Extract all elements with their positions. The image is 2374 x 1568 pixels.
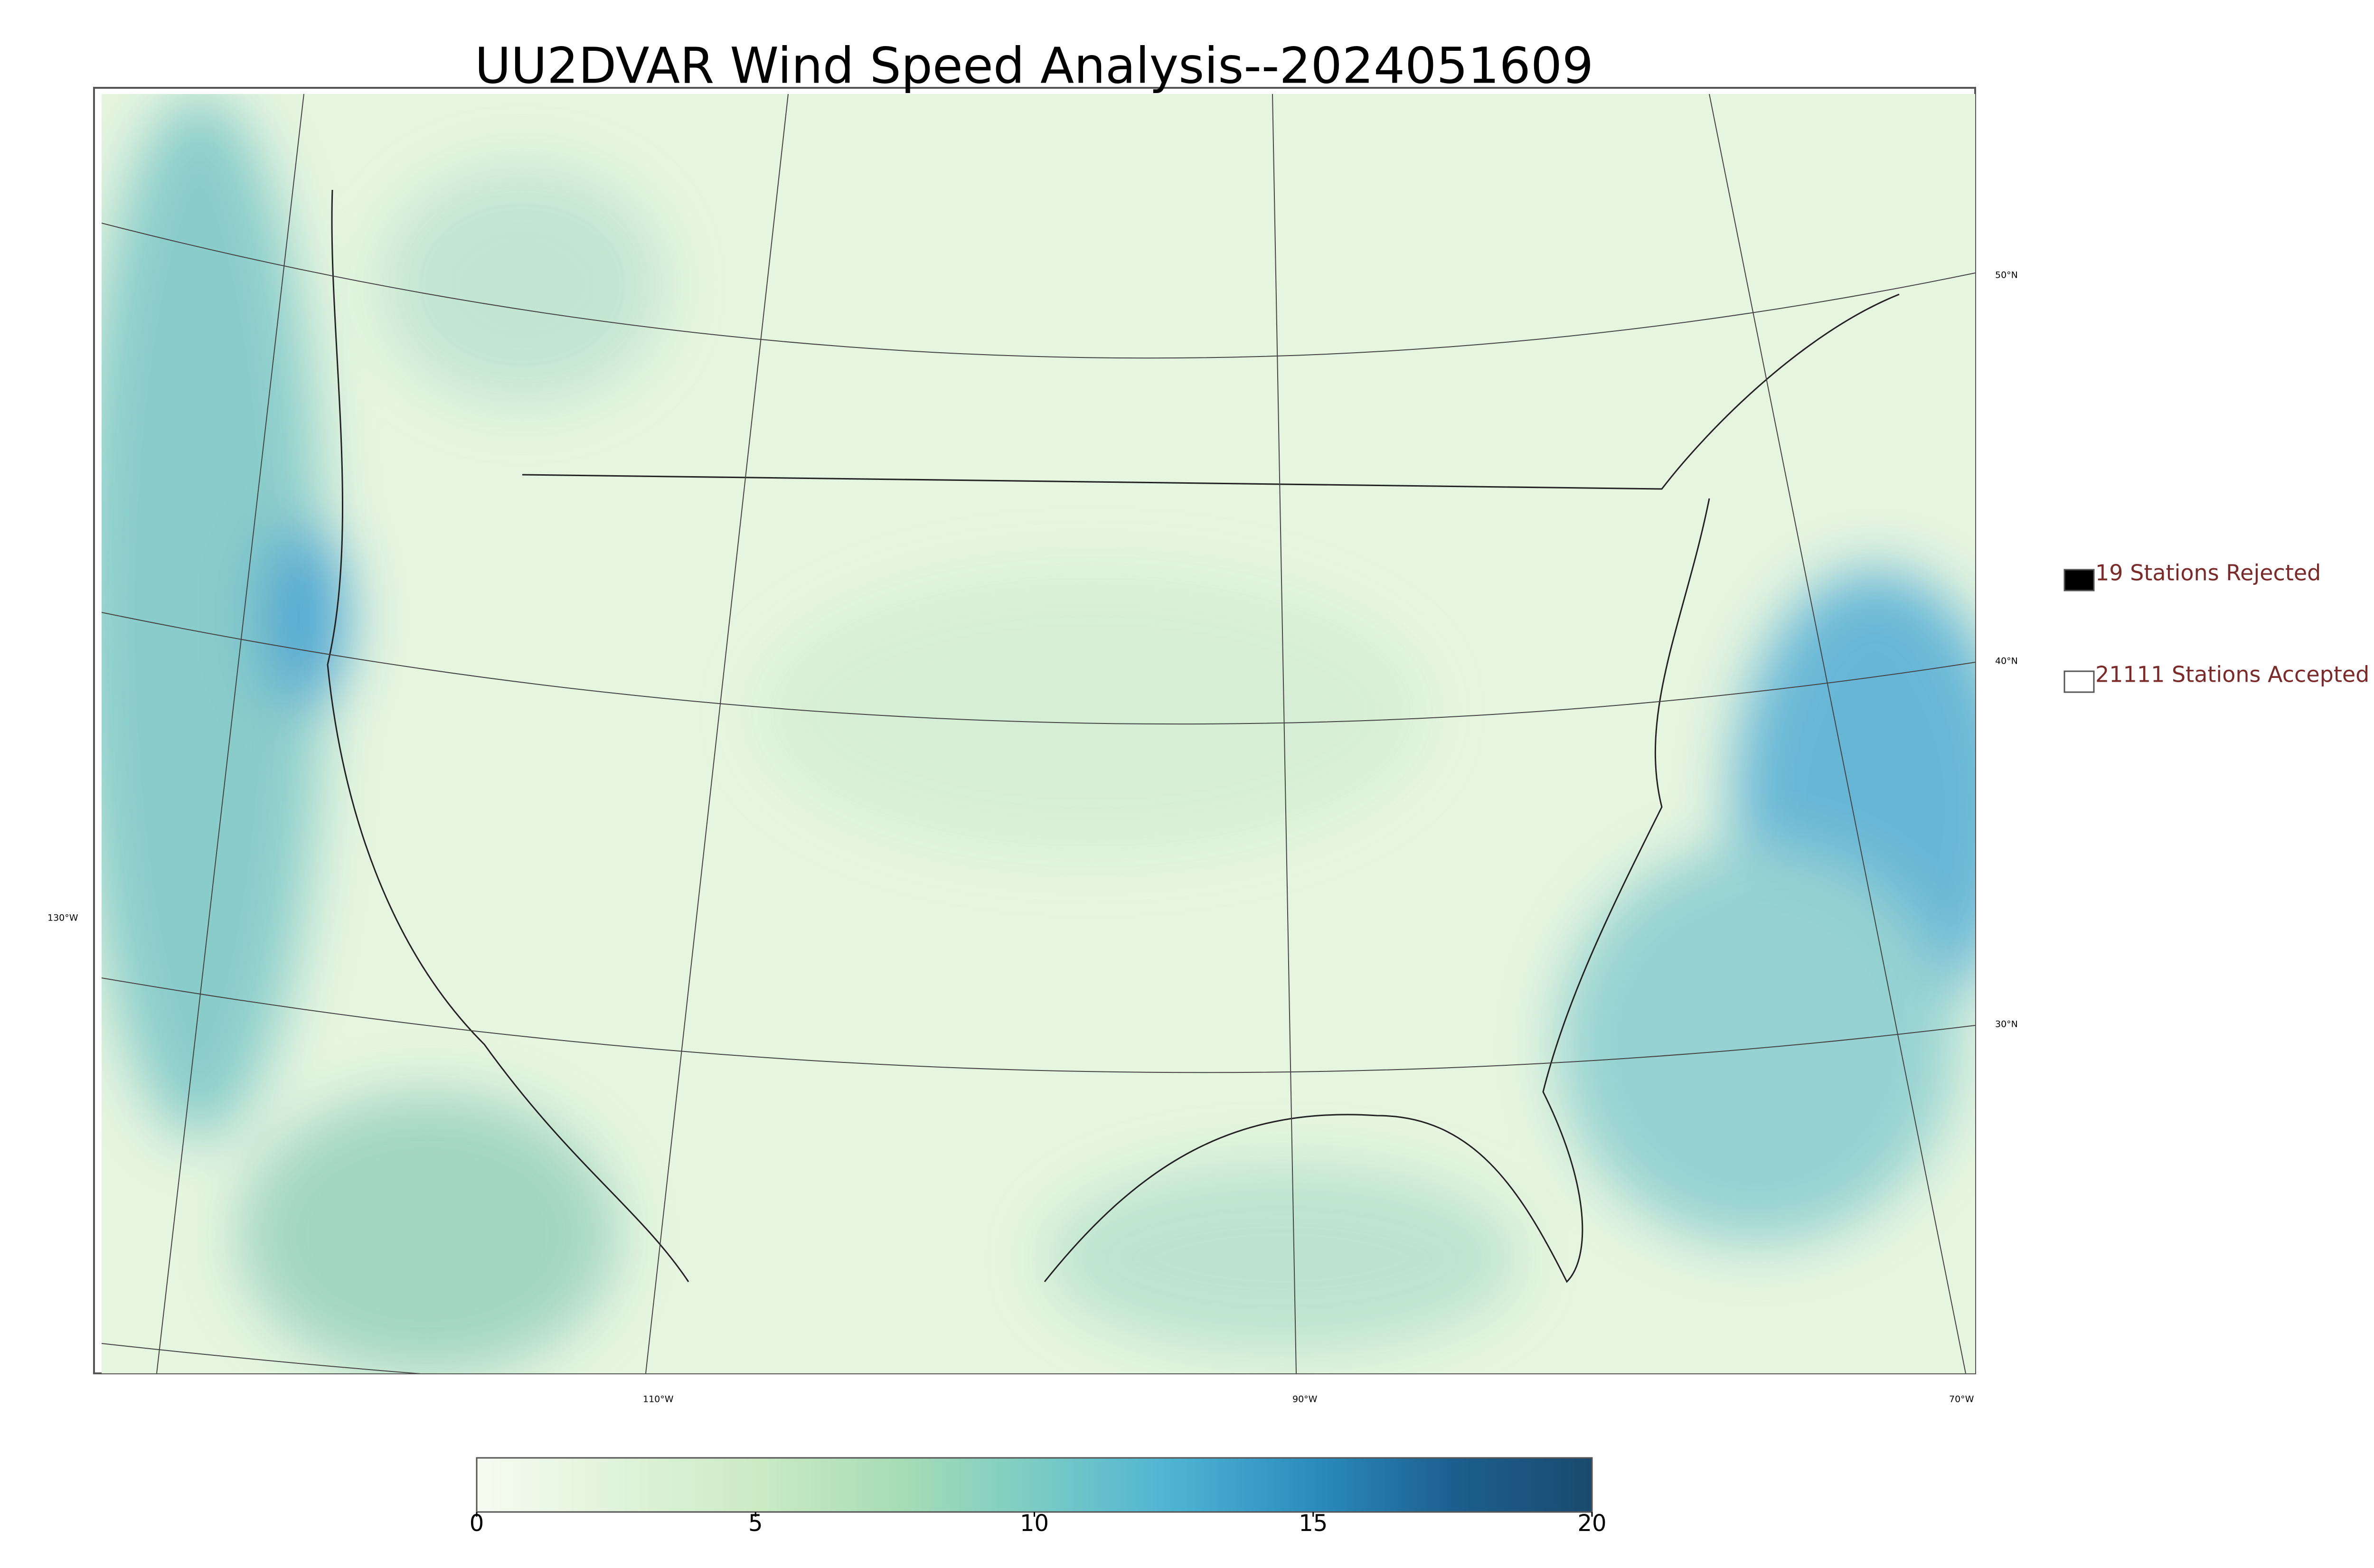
- colorbar-tick-label: 10: [1020, 1510, 1049, 1537]
- colorbar-tick-label: 0: [470, 1510, 484, 1537]
- map-title: UU2DVAR Wind Speed Analysis--2024051609: [475, 37, 1593, 94]
- colorbar: 0 5 10 15 20: [470, 1457, 1607, 1537]
- graticule-labels: 50°N 40°N 30°N 130°W 110°W 90°W 70°W: [47, 270, 2018, 1405]
- legend-label: 21111 Stations Accepted: [2095, 662, 2369, 687]
- legend-label: 19 Stations Rejected: [2095, 560, 2321, 586]
- longitude-label: 110°W: [643, 1394, 674, 1405]
- colorbar-tick-label: 15: [1299, 1510, 1328, 1537]
- map: [93, 87, 1976, 1374]
- legend-swatch: [2063, 569, 2095, 592]
- legend-swatch: [2063, 670, 2095, 693]
- latitude-label: 50°N: [1995, 270, 2018, 281]
- colorbar-tick-label: 20: [1577, 1510, 1606, 1537]
- colorbar-fill: [476, 1457, 1593, 1513]
- legend: 19 Stations Rejected 21111 Stations Accep…: [2063, 560, 2369, 693]
- longitude-label: 90°W: [1292, 1394, 1318, 1405]
- longitude-label: 130°W: [47, 913, 78, 923]
- longitude-label: 70°W: [1949, 1394, 1974, 1405]
- colorbar-tick-label: 5: [748, 1510, 763, 1537]
- latitude-label: 40°N: [1995, 656, 2018, 667]
- latitude-label: 30°N: [1995, 1019, 2018, 1030]
